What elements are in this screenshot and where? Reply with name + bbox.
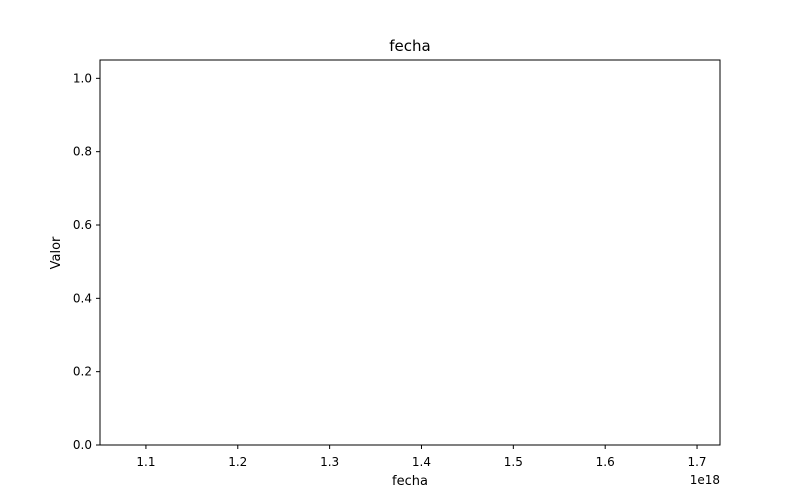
x-tick-label: 1.3 <box>320 455 339 469</box>
y-tick-label: 0.2 <box>73 365 92 379</box>
y-tick-label: 0.6 <box>73 218 92 232</box>
y-axis: 0.0 0.2 0.4 0.6 0.8 1.0 <box>73 71 100 452</box>
y-tick-label: 0.4 <box>73 291 92 305</box>
x-tick-label: 1.2 <box>228 455 247 469</box>
x-tick-label: 1.4 <box>412 455 431 469</box>
x-tick-label: 1.7 <box>687 455 706 469</box>
y-axis-label: Valor <box>49 236 64 269</box>
x-tick-label: 1.6 <box>596 455 615 469</box>
chart-title: fecha <box>389 37 430 55</box>
x-tick-label: 1.5 <box>504 455 523 469</box>
x-offset-label: 1e18 <box>690 473 720 487</box>
x-axis: 1.1 1.2 1.3 1.4 1.5 1.6 1.7 <box>136 445 707 469</box>
x-tick-label: 1.1 <box>136 455 155 469</box>
y-tick-label: 0.0 <box>73 438 92 452</box>
y-tick-label: 1.0 <box>73 71 92 85</box>
x-axis-label: fecha <box>392 474 428 489</box>
plot-area <box>99 59 721 446</box>
y-tick-label: 0.8 <box>73 145 92 159</box>
